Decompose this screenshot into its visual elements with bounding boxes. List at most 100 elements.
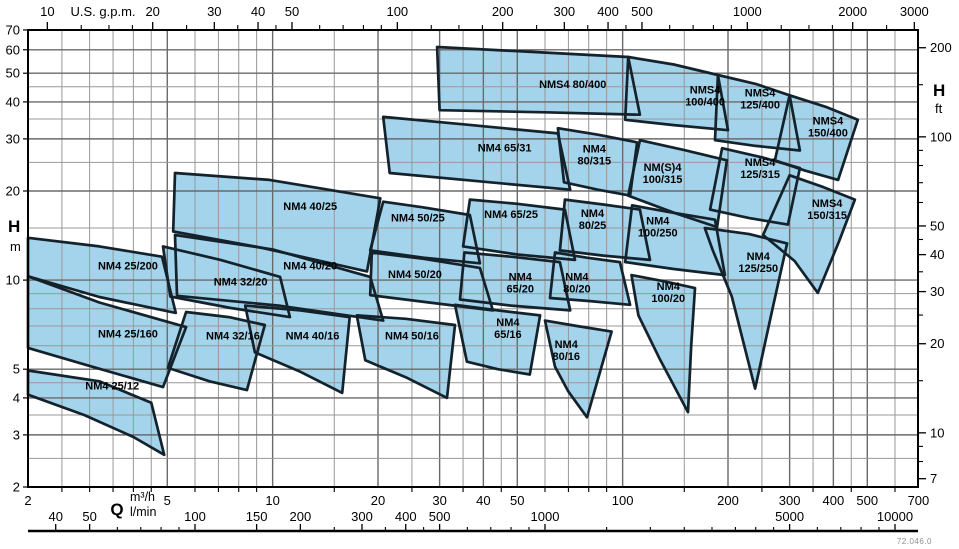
pump-envelope-fill — [245, 305, 350, 393]
pump-envelope-fill — [383, 116, 571, 190]
pump-envelope-outline — [26, 369, 166, 457]
q-m3h-tick-label: 5 — [164, 493, 171, 508]
h-m-tick-label: 2 — [13, 480, 20, 495]
pump-envelope-label: NM4 65/16 — [494, 317, 522, 341]
pump-envelope-label: NM4 40/20 — [283, 261, 337, 273]
h-ft-tick-label: 7 — [930, 471, 937, 486]
pump-envelope-fill — [370, 201, 480, 264]
h-axis-title-right: H — [933, 81, 945, 100]
axis-bottom-lmin: 40 50 100 150 200 300 400 500 1000 5000 10000 — [28, 509, 918, 533]
pump-envelope-outline — [453, 303, 542, 376]
q-m3h-tick-label: 40 — [476, 493, 490, 508]
gpm-tick-label: 2000 — [838, 4, 867, 19]
pump-envelope-label: NM4 65/20 — [507, 272, 535, 296]
q-axis-unit-m3h: m³/h — [130, 490, 155, 504]
pump-envelope-outline — [626, 138, 729, 229]
pump-envelope-label: NM4 32/16 — [206, 330, 260, 342]
pump-envelope-fill — [625, 57, 728, 131]
gpm-tick-label: 40 — [251, 4, 265, 19]
q-m3h-tick-label: 200 — [717, 493, 739, 508]
pump-envelope-outline — [435, 45, 642, 117]
q-m3h-tick-label: 50 — [510, 493, 524, 508]
pump-envelope-outline — [543, 319, 613, 419]
pump-envelope-fill — [715, 75, 800, 151]
pump-envelope-outline — [713, 73, 802, 152]
h-ft-tick-label: 200 — [930, 40, 952, 55]
gpm-tick-label: 50 — [285, 4, 299, 19]
h-ft-tick-label: 100 — [930, 129, 952, 144]
pump-envelope-outline — [558, 198, 652, 262]
gpm-tick-label: 20 — [145, 4, 159, 19]
q-m3h-tick-label: 400 — [823, 493, 845, 508]
h-axis-unit-left: m — [10, 239, 21, 254]
gpm-tick-label: 400 — [597, 4, 619, 19]
h-m-tick-label: 20 — [6, 184, 20, 199]
q-lmin-tick-label: 10000 — [877, 509, 913, 524]
pump-envelope-fill — [774, 95, 858, 180]
h-m-tick-label: 3 — [13, 427, 20, 442]
q-lmin-tick-label: 400 — [395, 509, 417, 524]
plot-border — [27, 29, 919, 488]
q-m3h-tick-label: 700 — [908, 493, 930, 508]
axis-bottom-m3h: 2 5 10 20 30 40 50 100 200 300 400 500 700 Qm³/hl/min — [24, 487, 929, 519]
h-m-tick-label: 70 — [6, 22, 20, 37]
pump-envelope-outline — [703, 226, 789, 390]
pump-envelope-outline — [458, 251, 572, 312]
pump-envelope-label: NM4 50/25 — [391, 212, 445, 224]
h-m-tick-label: 10 — [6, 273, 20, 288]
pump-envelope-label: NMS4 125/400 — [740, 88, 780, 112]
pump-envelope-label: NM4 40/16 — [286, 330, 340, 342]
q-m3h-tick-label: 100 — [612, 493, 634, 508]
pump-envelope-label: NM4 50/20 — [388, 269, 442, 281]
q-m3h-tick-label: 500 — [856, 493, 878, 508]
pump-envelope-label: NM4 100/20 — [651, 281, 685, 305]
pump-envelope-label: NM4 50/16 — [385, 330, 439, 342]
gpm-tick-label: 10 — [40, 4, 54, 19]
pump-envelope-label: NMS4 150/315 — [807, 198, 847, 222]
pump-envelope-label: NM(S)4 100/315 — [643, 162, 683, 186]
pump-envelope-label: NM4 125/250 — [738, 251, 778, 275]
pump-envelope-outline — [548, 251, 632, 307]
h-axis-title-left: H — [8, 217, 20, 236]
gpm-tick-label: 500 — [631, 4, 653, 19]
pump-envelope-label: NM4 25/160 — [98, 329, 158, 341]
pump-envelope-outline — [761, 173, 857, 295]
pump-envelope-outline — [161, 245, 292, 319]
q-lmin-tick-label: 200 — [290, 509, 312, 524]
q-m3h-tick-label: 20 — [371, 493, 385, 508]
h-ft-tick-label: 10 — [930, 425, 944, 440]
pump-envelope-fill — [356, 315, 455, 398]
q-m3h-tick-label: 300 — [779, 493, 801, 508]
pump-envelope-outline — [166, 310, 267, 392]
pump-envelope-outline — [630, 273, 697, 414]
pump-envelope-outline — [773, 93, 860, 182]
pump-envelope-label: NM4 100/250 — [638, 215, 678, 239]
pump-envelope-fill — [631, 275, 695, 413]
pump-envelope-outline — [461, 198, 577, 262]
h-m-tick-label: 60 — [6, 42, 20, 57]
drawing-number: 72.046.0 — [896, 537, 932, 546]
pump-envelope-label: NM4 80/25 — [579, 208, 607, 232]
q-axis-unit-lmin: l/min — [130, 505, 156, 519]
pump-envelope-label: NM4 32/20 — [214, 276, 268, 288]
q-axis-title: Q — [110, 500, 123, 519]
axis-top-gpm: 10 20 30 40 50 100 200 300 400 500 1000 2000 3000 U.S… — [40, 4, 929, 30]
pump-envelope-label: NMS4 80/400 — [539, 79, 606, 91]
q-lmin-tick-label: 100 — [184, 509, 206, 524]
pump-envelope-fill — [167, 312, 265, 391]
gpm-tick-label: 1000 — [733, 4, 762, 19]
pump-envelope-label: NM4 25/200 — [98, 261, 158, 273]
q-m3h-tick-label: 10 — [265, 493, 279, 508]
gpm-tick-label: 300 — [553, 4, 575, 19]
h-ft-tick-label: 20 — [930, 336, 944, 351]
q-m3h-tick-label: 2 — [24, 493, 31, 508]
pump-envelope-label: NM4 25/12 — [85, 381, 139, 393]
pump-envelope-label: NM4 80/16 — [552, 339, 580, 363]
q-lmin-tick-label: 1000 — [531, 509, 560, 524]
h-ft-tick-label: 30 — [930, 284, 944, 299]
h-m-tick-label: 30 — [6, 131, 20, 146]
pump-envelope-label: NM4 40/25 — [283, 201, 337, 213]
envelope-labels: NM4 25/12 NM4 25/160 NM4 25/200 NM4 32/16 NM… — [85, 79, 848, 393]
